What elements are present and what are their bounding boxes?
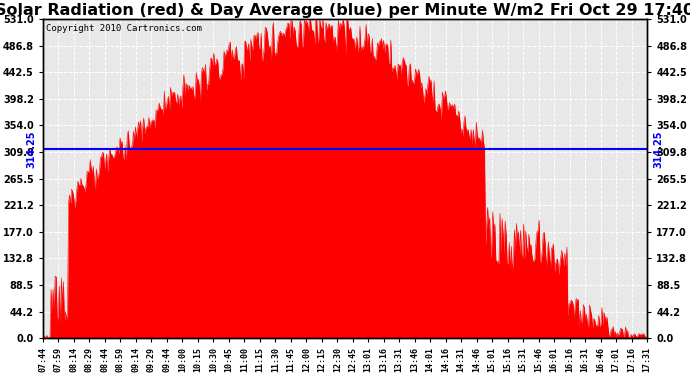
Text: Copyright 2010 Cartronics.com: Copyright 2010 Cartronics.com	[46, 24, 201, 33]
Title: Solar Radiation (red) & Day Average (blue) per Minute W/m2 Fri Oct 29 17:40: Solar Radiation (red) & Day Average (blu…	[0, 3, 690, 18]
Text: 314.25: 314.25	[27, 130, 37, 168]
Text: 314.25: 314.25	[653, 130, 663, 168]
